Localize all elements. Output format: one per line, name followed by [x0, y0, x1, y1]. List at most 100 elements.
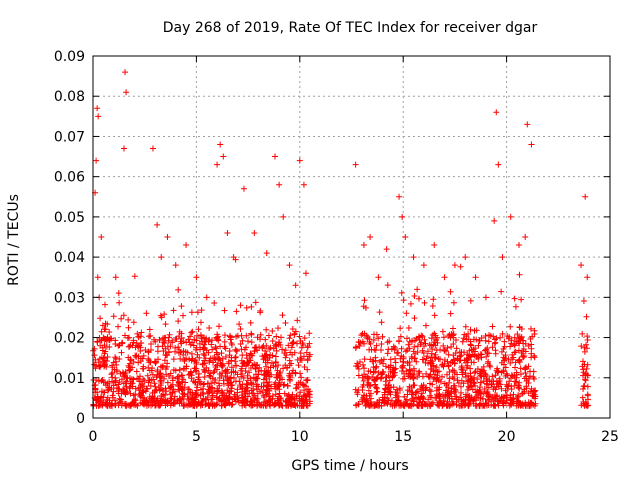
data-point [184, 393, 191, 400]
data-point [260, 356, 267, 363]
data-point [285, 342, 292, 349]
data-point [135, 343, 142, 350]
data-point [115, 290, 122, 297]
data-point [518, 296, 525, 303]
data-point [405, 372, 412, 379]
data-point [218, 350, 225, 357]
data-point [425, 348, 432, 355]
data-point [417, 341, 424, 348]
data-point [453, 345, 460, 352]
data-point [581, 382, 588, 389]
data-point [433, 364, 440, 371]
data-point [175, 333, 182, 340]
data-point [277, 375, 284, 382]
data-point [306, 330, 313, 337]
data-point [525, 399, 532, 406]
data-point [293, 381, 300, 388]
data-point [522, 340, 529, 347]
data-point [199, 401, 206, 408]
data-point [435, 355, 442, 362]
data-point [118, 315, 125, 322]
data-point [187, 401, 194, 408]
data-point [142, 347, 149, 354]
data-point [480, 390, 487, 397]
data-point [194, 309, 201, 316]
data-point [480, 402, 487, 409]
data-point [265, 390, 272, 397]
data-point [411, 343, 418, 350]
y-tick-label: 0.05 [54, 210, 85, 226]
data-point [457, 383, 464, 390]
data-point [238, 365, 245, 372]
data-point [176, 367, 183, 374]
data-point [251, 348, 258, 355]
data-point [526, 402, 533, 409]
data-point [94, 339, 101, 346]
data-point [243, 304, 250, 311]
data-point [272, 342, 279, 349]
data-point [476, 402, 483, 409]
data-point [189, 328, 196, 335]
data-point [431, 371, 438, 378]
data-point [359, 361, 366, 368]
data-point [353, 344, 360, 351]
data-point [495, 161, 502, 168]
data-point [531, 375, 538, 382]
data-point [501, 338, 508, 345]
data-point [464, 357, 471, 364]
data-point [375, 369, 382, 376]
data-point [209, 384, 216, 391]
data-point [144, 372, 151, 379]
data-point [440, 342, 447, 349]
x-tick-label: 0 [89, 429, 98, 445]
data-point [146, 393, 153, 400]
data-point [201, 374, 208, 381]
data-point [306, 353, 313, 360]
data-point [253, 375, 260, 382]
data-point [378, 346, 385, 353]
data-point [207, 370, 214, 377]
data-point [465, 396, 472, 403]
data-point [370, 331, 377, 338]
data-point [130, 358, 137, 365]
data-point [459, 369, 466, 376]
data-point [228, 354, 235, 361]
data-point [429, 302, 436, 309]
data-point [383, 246, 390, 253]
data-point [373, 363, 380, 370]
data-point [188, 357, 195, 364]
data-point [112, 354, 119, 361]
data-point [215, 323, 222, 330]
data-point [233, 308, 240, 315]
data-point [475, 389, 482, 396]
data-point [211, 300, 218, 307]
data-point [465, 401, 472, 408]
data-point [234, 371, 241, 378]
data-point [227, 374, 234, 381]
data-point [172, 367, 179, 374]
data-point [508, 396, 515, 403]
data-point [149, 145, 156, 152]
data-point [205, 367, 212, 374]
data-point [301, 382, 308, 389]
data-point [255, 368, 262, 375]
data-point [110, 313, 117, 320]
data-point [489, 344, 496, 351]
data-point [126, 364, 133, 371]
data-point [422, 340, 429, 347]
data-point [297, 357, 304, 364]
data-point [191, 379, 198, 386]
data-point [251, 344, 258, 351]
data-point [137, 378, 144, 385]
data-point [400, 297, 407, 304]
data-point [275, 325, 282, 332]
data-point [518, 325, 525, 332]
data-point [474, 365, 481, 372]
data-point [433, 347, 440, 354]
data-point [360, 303, 367, 310]
data-point [367, 368, 374, 375]
data-point [146, 333, 153, 340]
data-point [137, 340, 144, 347]
data-point [146, 367, 153, 374]
data-point [139, 387, 146, 394]
